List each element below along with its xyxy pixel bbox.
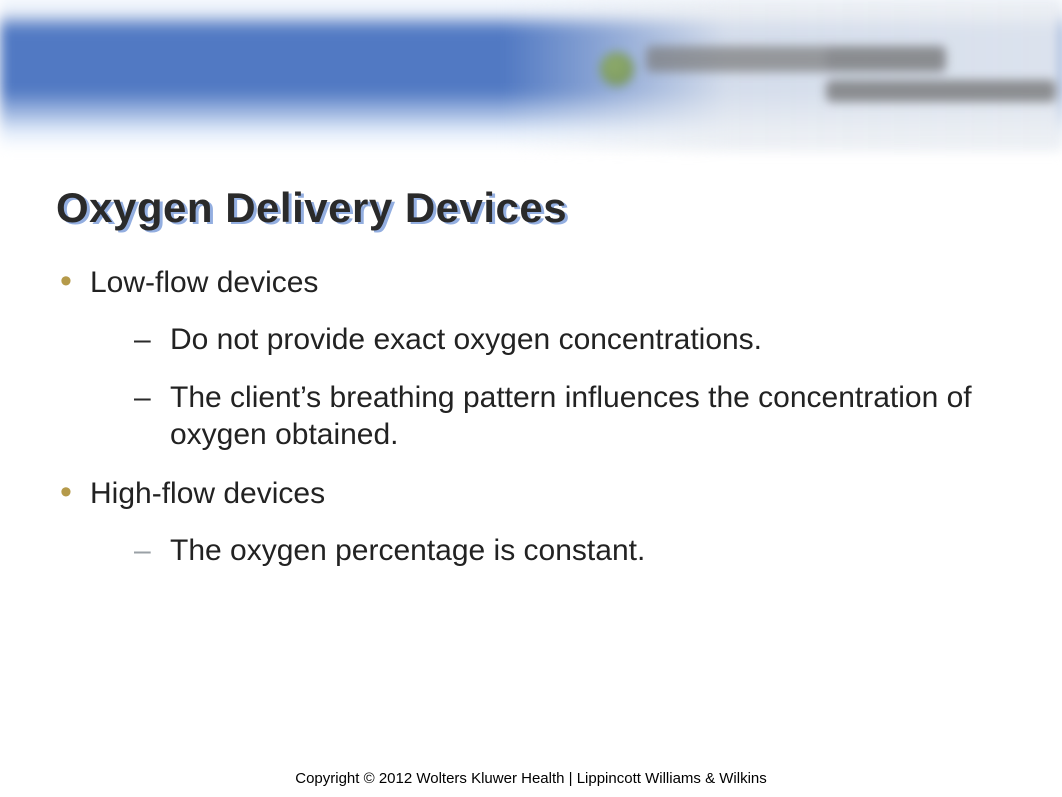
subbullet-text: Do not provide exact oxygen concentratio… <box>170 323 762 356</box>
brand-logo-icon <box>600 52 634 86</box>
subbullet-text: The client’s breathing pattern influence… <box>170 381 972 451</box>
brand-area <box>590 40 1050 110</box>
subbullet-item: The oxygen percentage is constant. <box>90 533 1022 570</box>
bullet-item: High-flow devices The oxygen percentage … <box>56 475 1022 569</box>
slide: Oxygen Delivery Devices Low-flow devices… <box>0 0 1062 797</box>
subbullet-item: The client’s breathing pattern influence… <box>90 380 1022 453</box>
bullet-item: Low-flow devices Do not provide exact ox… <box>56 264 1022 453</box>
slide-content: Low-flow devices Do not provide exact ox… <box>56 264 1022 591</box>
subbullet-item: Do not provide exact oxygen concentratio… <box>90 322 1022 359</box>
slide-title: Oxygen Delivery Devices <box>56 184 567 232</box>
bullet-text: High-flow devices <box>90 477 325 510</box>
bullet-text: Low-flow devices <box>90 266 318 299</box>
subbullet-text: The oxygen percentage is constant. <box>170 534 645 567</box>
brand-text-blur <box>826 46 946 72</box>
copyright-footer: Copyright © 2012 Wolters Kluwer Health |… <box>0 770 1062 787</box>
brand-subtext-blur <box>826 80 1056 102</box>
